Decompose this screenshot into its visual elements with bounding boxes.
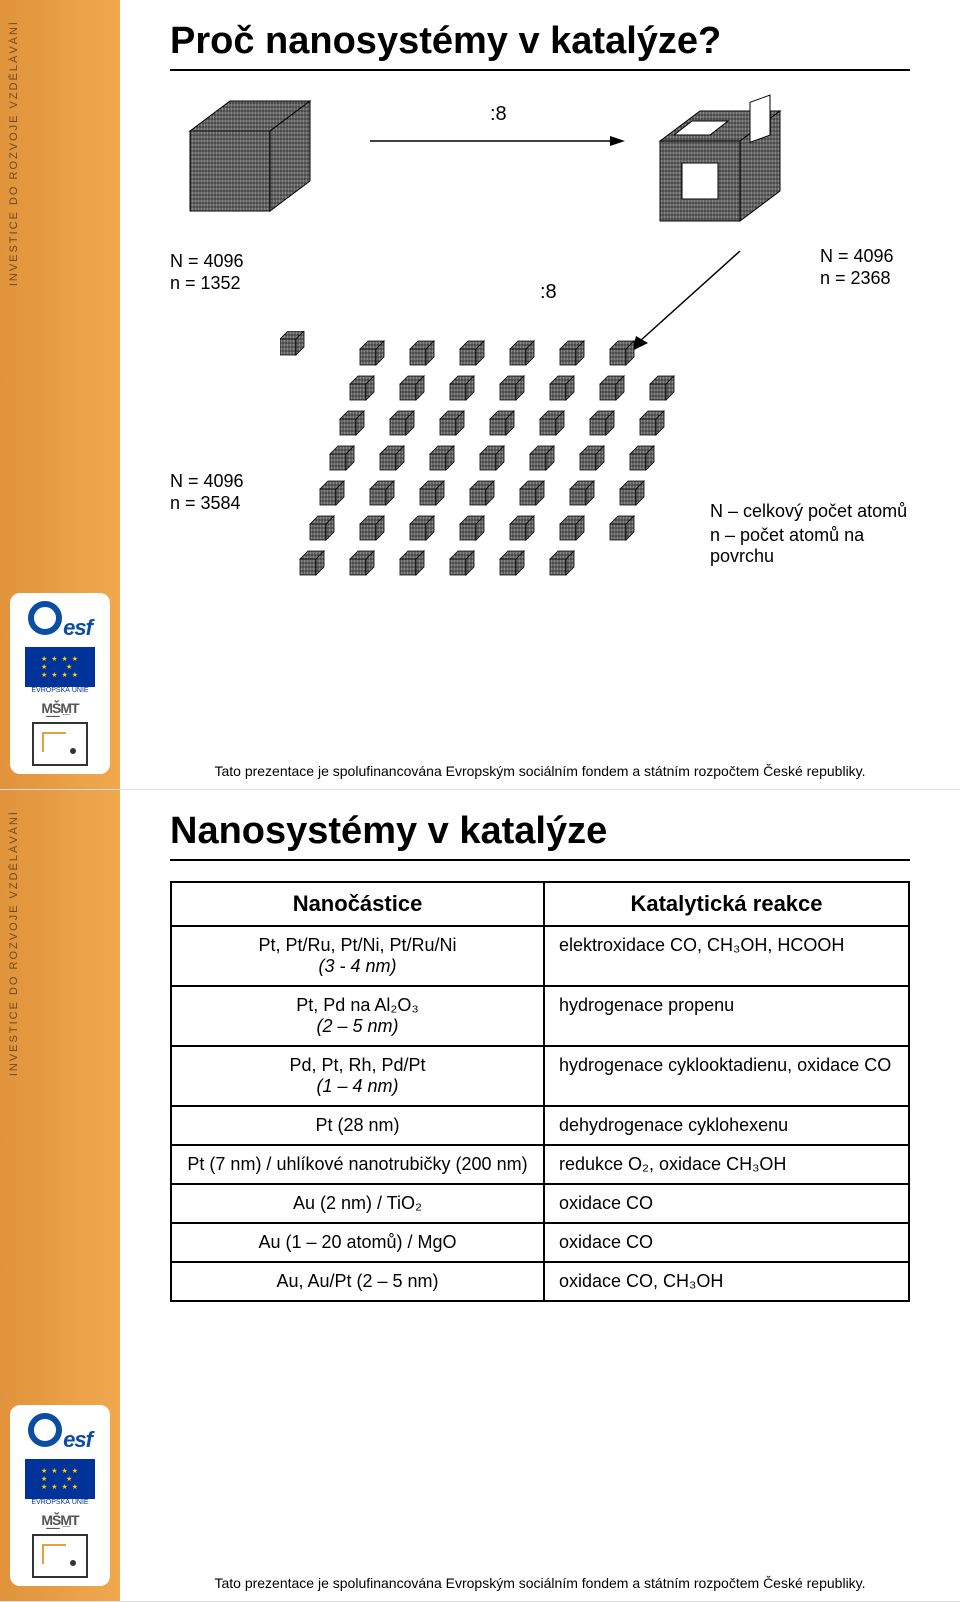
sidebar: INVESTICE DO ROZVOJE VZDĚLÁVÁNÍ esf ★ ★ …	[0, 0, 120, 789]
arrow-right-icon	[370, 121, 630, 161]
footer-note-2: Tato prezentace je spolufinancována Evro…	[160, 1575, 920, 1591]
nano-size: (2 – 5 nm)	[316, 1016, 398, 1036]
table-row: Pt, Pt/Ru, Pt/Ni, Pt/Ru/Ni(3 - 4 nm)elek…	[171, 926, 909, 986]
sidebar-vertical-text: INVESTICE DO ROZVOJE VZDĚLÁVÁNÍ	[8, 20, 20, 286]
cell-nanoparticle: Au (1 – 20 atomů) / MgO	[171, 1223, 544, 1262]
block-b-n: n = 2368	[820, 268, 891, 289]
cell-reaction: hydrogenace cyklooktadienu, oxidace CO	[544, 1046, 909, 1106]
ratio-b: :8	[540, 281, 557, 304]
legend-N: N – celkový počet atomů	[710, 501, 907, 522]
eu-stars-icon-2: ★ ★ ★ ★★ ★★ ★ ★ ★	[41, 1467, 79, 1491]
op-vk-logo-2	[32, 1534, 88, 1578]
big-cube-icon	[170, 91, 330, 241]
diagram-area: :8 N = 4096 n = 1352 N = 4096 n = 2368 :…	[170, 91, 910, 651]
nano-size: (1 – 4 nm)	[316, 1076, 398, 1096]
nano-text: Pt (7 nm) / uhlíkové nanotrubičky (200 n…	[187, 1154, 527, 1174]
nano-text: Au (1 – 20 atomů) / MgO	[258, 1232, 456, 1252]
sidebar-vertical-text-2: INVESTICE DO ROZVOJE VZDĚLÁVÁNÍ	[8, 810, 20, 1076]
eu-label: EVROPSKÁ UNIE	[25, 687, 95, 694]
table-row: Au (1 – 20 atomů) / MgO oxidace CO	[171, 1223, 909, 1262]
cell-nanoparticle: Au (2 nm) / TiO₂	[171, 1184, 544, 1223]
eu-flag-icon: ★ ★ ★ ★★ ★★ ★ ★ ★	[25, 647, 95, 687]
cell-reaction: elektroxidace CO, CH₃OH, HCOOH	[544, 926, 909, 986]
cell-reaction: redukce O₂, oxidace CH₃OH	[544, 1145, 909, 1184]
cell-reaction: oxidace CO	[544, 1223, 909, 1262]
slide1-title: Proč nanosystémy v katalýze?	[170, 20, 910, 71]
eu-flag-block: ★ ★ ★ ★★ ★★ ★ ★ ★ EVROPSKÁ UNIE	[25, 647, 95, 694]
cell-reaction: oxidace CO	[544, 1184, 909, 1223]
table-row: Pt (7 nm) / uhlíkové nanotrubičky (200 n…	[171, 1145, 909, 1184]
nano-text: Pt, Pt/Ru, Pt/Ni, Pt/Ru/Ni	[258, 935, 456, 955]
block-b-N: N = 4096	[820, 246, 894, 267]
cell-nanoparticle: Pd, Pt, Rh, Pd/Pt(1 – 4 nm)	[171, 1046, 544, 1106]
cell-reaction: dehydrogenace cyklohexenu	[544, 1106, 909, 1145]
small-cubes-grid-icon	[280, 331, 700, 611]
block-a-N: N = 4096	[170, 251, 244, 272]
nano-text: Au, Au/Pt (2 – 5 nm)	[276, 1271, 438, 1291]
table-row: Au, Au/Pt (2 – 5 nm) oxidace CO, CH₃OH	[171, 1262, 909, 1301]
table-row: Au (2 nm) / TiO₂ oxidace CO	[171, 1184, 909, 1223]
esf-logo: esf	[28, 601, 92, 641]
logo-stack: esf ★ ★ ★ ★★ ★★ ★ ★ ★ EVROPSKÁ UNIE M͟ŠM…	[10, 593, 110, 774]
cell-nanoparticle: Pt, Pd na Al₂O₃(2 – 5 nm)	[171, 986, 544, 1046]
msmt-logo-2: M͟ŠM̲T	[41, 1512, 78, 1528]
esf-text: esf	[63, 615, 92, 641]
esf-circle-icon	[28, 601, 62, 635]
ratio-a: :8	[490, 103, 507, 126]
nano-text: Pt, Pd na Al₂O₃	[296, 995, 418, 1015]
table-wrap: Nanočástice Katalytická reakce Pt, Pt/Ru…	[170, 881, 910, 1302]
cell-nanoparticle: Pt (28 nm)	[171, 1106, 544, 1145]
nano-size: (3 - 4 nm)	[318, 956, 396, 976]
esf-circle-icon-2	[28, 1413, 62, 1447]
slide1-content: Proč nanosystémy v katalýze?	[140, 0, 940, 789]
eu-label-2: EVROPSKÁ UNIE	[25, 1499, 95, 1506]
msmt-logo: M͟ŠM̲T	[41, 700, 78, 716]
esf-text-2: esf	[63, 1427, 92, 1453]
table-row: Pd, Pt, Rh, Pd/Pt(1 – 4 nm)hydrogenace c…	[171, 1046, 909, 1106]
slide-2: INVESTICE DO ROZVOJE VZDĚLÁVÁNÍ esf ★ ★ …	[0, 790, 960, 1602]
logo-stack-2: esf ★ ★ ★ ★★ ★★ ★ ★ ★ EVROPSKÁ UNIE M͟ŠM…	[10, 1405, 110, 1586]
cell-reaction: hydrogenace propenu	[544, 986, 909, 1046]
cell-nanoparticle: Pt (7 nm) / uhlíkové nanotrubičky (200 n…	[171, 1145, 544, 1184]
slide-1: INVESTICE DO ROZVOJE VZDĚLÁVÁNÍ esf ★ ★ …	[0, 0, 960, 790]
block-c-N: N = 4096	[170, 471, 244, 492]
header-reaction: Katalytická reakce	[544, 882, 909, 926]
op-vk-logo	[32, 722, 88, 766]
nano-text: Au (2 nm) / TiO₂	[293, 1193, 422, 1213]
sidebar-2: INVESTICE DO ROZVOJE VZDĚLÁVÁNÍ esf ★ ★ …	[0, 790, 120, 1601]
cell-nanoparticle: Au, Au/Pt (2 – 5 nm)	[171, 1262, 544, 1301]
footer-note-1: Tato prezentace je spolufinancována Evro…	[160, 763, 920, 779]
legend-n: n – počet atomů na povrchu	[710, 525, 910, 567]
slide2-title: Nanosystémy v katalýze	[170, 810, 910, 861]
table-row: Pt, Pd na Al₂O₃(2 – 5 nm)hydrogenace pro…	[171, 986, 909, 1046]
nano-text: Pd, Pt, Rh, Pd/Pt	[289, 1055, 425, 1075]
table-row: Pt (28 nm) dehydrogenace cyklohexenu	[171, 1106, 909, 1145]
cell-reaction: oxidace CO, CH₃OH	[544, 1262, 909, 1301]
header-nanoparticle: Nanočástice	[171, 882, 544, 926]
eu-stars-icon: ★ ★ ★ ★★ ★★ ★ ★ ★	[41, 655, 79, 679]
cell-nanoparticle: Pt, Pt/Ru, Pt/Ni, Pt/Ru/Ni(3 - 4 nm)	[171, 926, 544, 986]
catalysis-table: Nanočástice Katalytická reakce Pt, Pt/Ru…	[170, 881, 910, 1302]
eu-flag-block-2: ★ ★ ★ ★★ ★★ ★ ★ ★ EVROPSKÁ UNIE	[25, 1459, 95, 1506]
nano-text: Pt (28 nm)	[315, 1115, 399, 1135]
eu-flag-icon-2: ★ ★ ★ ★★ ★★ ★ ★ ★	[25, 1459, 95, 1499]
esf-logo-2: esf	[28, 1413, 92, 1453]
slide2-content: Nanosystémy v katalýze Nanočástice Katal…	[140, 790, 940, 1601]
block-c-n: n = 3584	[170, 493, 241, 514]
block-a-n: n = 1352	[170, 273, 241, 294]
table-header-row: Nanočástice Katalytická reakce	[171, 882, 909, 926]
